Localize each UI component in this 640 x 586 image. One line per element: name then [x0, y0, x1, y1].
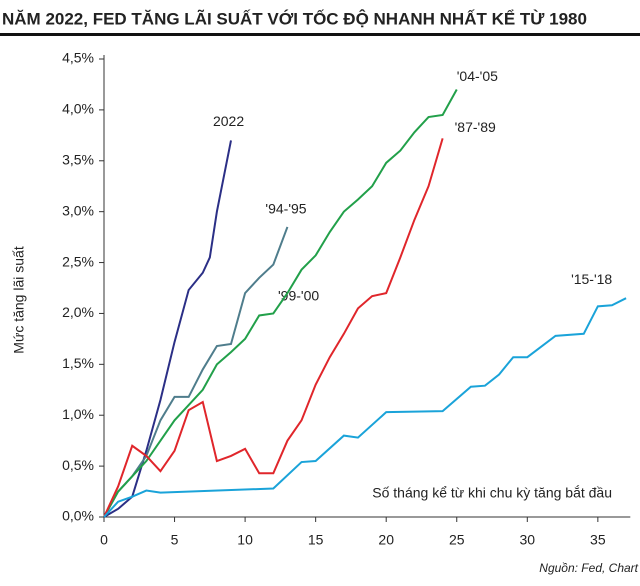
y-tick-label: 4,5% — [62, 50, 94, 66]
y-tick-label: 2,5% — [62, 253, 94, 269]
series-label: '87-'89 — [455, 119, 496, 135]
series-line — [103, 140, 232, 518]
x-tick-label: 35 — [590, 532, 606, 548]
y-tick-label: 4,0% — [62, 101, 94, 117]
y-tick-label: 1,0% — [62, 406, 94, 422]
series-label: '15-'18 — [571, 271, 612, 287]
series-line — [103, 89, 458, 518]
series-label: '94-'95 — [265, 201, 306, 217]
y-axis-label: Mức tăng lãi suất — [11, 246, 27, 354]
x-tick-label: 10 — [237, 532, 253, 548]
x-tick-label: 25 — [449, 532, 465, 548]
series-line — [103, 138, 444, 518]
chart-title: NĂM 2022, FED TĂNG LÃI SUẤT VỚI TỐC ĐỘ N… — [2, 8, 587, 28]
y-tick-label: 0,0% — [62, 508, 94, 524]
x-tick-label: 15 — [308, 532, 324, 548]
y-tick-label: 1,5% — [62, 355, 94, 371]
y-tick-label: 3,0% — [62, 202, 94, 218]
x-tick-label: 20 — [378, 532, 394, 548]
series-label: 2022 — [213, 113, 244, 129]
series-label: '04-'05 — [457, 68, 498, 84]
x-tick-label: 5 — [171, 532, 179, 548]
y-tick-label: 2,0% — [62, 304, 94, 320]
x-tick-label: 0 — [100, 532, 108, 548]
source: Nguồn: Fed, Chart — [539, 561, 638, 575]
y-tick-label: 3,5% — [62, 151, 94, 167]
series-line — [103, 297, 627, 518]
y-tick-label: 0,5% — [62, 457, 94, 473]
x-axis-label: Số tháng kể từ khi chu kỳ tăng bắt đầu — [372, 485, 612, 501]
annotation: '99-'00 — [278, 288, 319, 304]
title-rule — [0, 33, 640, 36]
x-tick-label: 30 — [520, 532, 536, 548]
